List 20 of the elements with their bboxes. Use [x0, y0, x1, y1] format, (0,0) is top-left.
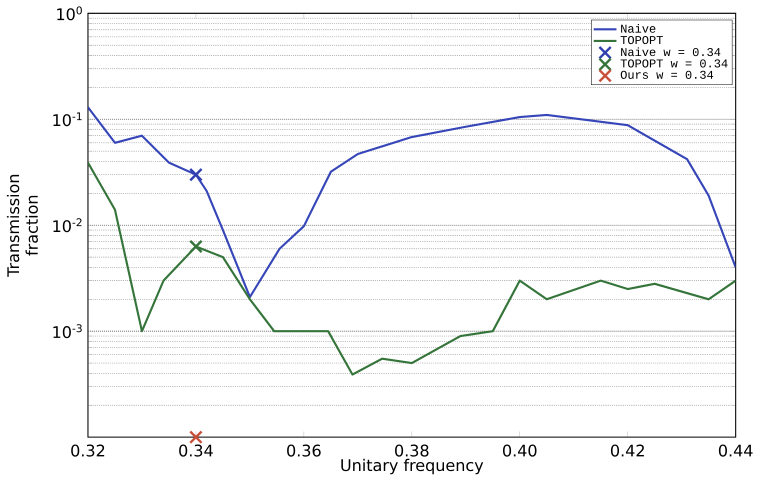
legend-label: TOPOPT [620, 36, 663, 44]
legend-label: Naive w = 0.34 [621, 47, 720, 56]
legend-label: TOPOPT w = 0.34 [620, 59, 728, 68]
line-series [88, 106, 736, 298]
legend-label: Ours w = 0.34 [620, 70, 714, 79]
x-tick-label: 0.34 [179, 444, 213, 457]
line-series [88, 162, 736, 376]
y-tick-label: 10$^{-2}$ [53, 218, 82, 232]
x-tick-label: 0.36 [287, 444, 321, 457]
x-tick-label: 0.42 [610, 444, 644, 457]
y-axis-title: Transmission fraction [6, 174, 38, 277]
y-tick-label: 10$^{0}$ [57, 6, 82, 20]
x-axis-title: Unitary frequency [341, 458, 484, 474]
y-tick-label: 10$^{-3}$ [53, 324, 82, 338]
x-tick-label: 0.44 [718, 444, 753, 457]
x-tick-label: 0.40 [503, 444, 537, 457]
legend-label: Naive [621, 24, 656, 33]
x-tick-label: 0.32 [71, 444, 104, 457]
x-tick-label: 0.38 [395, 444, 429, 457]
y-tick-label: 10$^{-1}$ [53, 112, 82, 126]
